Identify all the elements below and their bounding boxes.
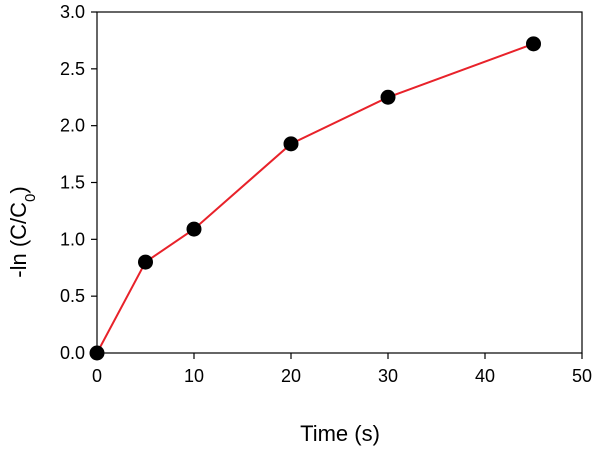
x-tick-label: 0	[92, 366, 102, 386]
y-tick-label: 0.0	[60, 343, 85, 363]
y-tick-label: 1.0	[60, 229, 85, 249]
data-point	[526, 36, 541, 52]
y-axis: 0.0 0.5 1.0 1.5 2.0 2.5 3.0	[60, 2, 97, 363]
y-tick-label: 1.5	[60, 173, 85, 193]
y-tick-label: 2.5	[60, 59, 85, 79]
x-tick-label: 10	[184, 366, 204, 386]
y-tick-label: 2.0	[60, 116, 85, 136]
data-point	[138, 254, 153, 270]
data-point	[89, 345, 105, 361]
data-point	[283, 136, 299, 152]
y-axis-title-subscript: 0	[22, 194, 39, 202]
series-layer	[89, 36, 541, 361]
y-axis-title-main: -ln (C/C	[6, 202, 31, 278]
data-point	[380, 89, 396, 105]
y-tick-label: 3.0	[60, 2, 85, 22]
x-tick-label: 30	[378, 366, 398, 386]
plot-border	[96, 11, 583, 354]
plot-area	[96, 11, 583, 354]
data-point	[186, 221, 202, 237]
y-axis-title-suffix: )	[6, 186, 31, 193]
y-axis-title: -ln (C/C0)	[6, 186, 39, 277]
x-axis: 0 10 20 30 40 50	[92, 353, 592, 386]
x-tick-label: 40	[475, 366, 495, 386]
series-line	[96, 42, 534, 354]
x-tick-label: 50	[572, 366, 592, 386]
x-tick-label: 20	[281, 366, 301, 386]
x-axis-title: Time (s)	[300, 421, 380, 446]
y-tick-label: 0.5	[60, 286, 85, 306]
